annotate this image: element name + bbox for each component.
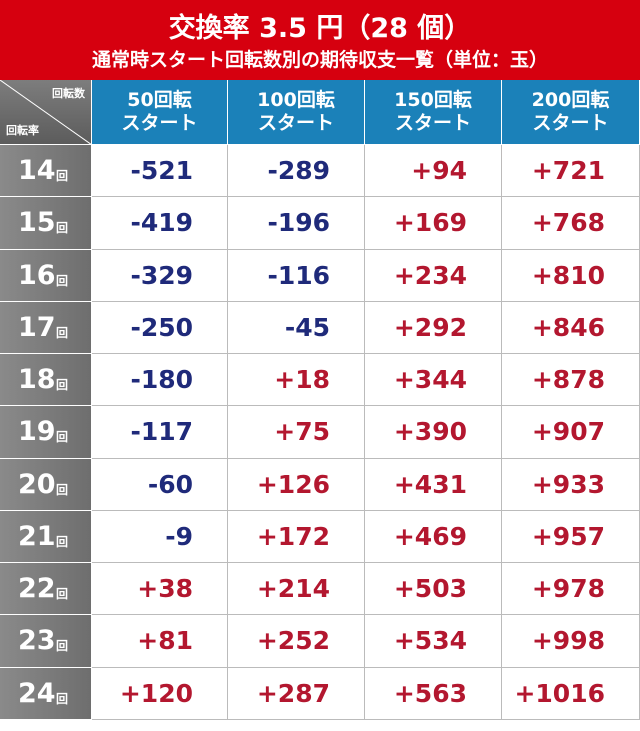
column-header-line: スタート: [532, 112, 609, 134]
value-cell: +768: [502, 197, 640, 250]
value-cell: +120: [92, 667, 228, 720]
value-cell: +292: [365, 301, 502, 355]
value-cell: +172: [228, 510, 365, 564]
value-cell: +878: [502, 354, 640, 407]
value-cell: -116: [228, 249, 365, 302]
row-number: 19: [18, 416, 56, 448]
row-unit: 回: [56, 587, 69, 602]
value-cell: +390: [365, 406, 502, 459]
column-header: 100回転 スタート: [228, 80, 365, 145]
row-unit: 回: [56, 534, 69, 549]
row-unit: 回: [56, 221, 69, 236]
corner-cell: 回転数回転率: [0, 80, 92, 145]
row-number: 15: [18, 207, 56, 239]
value-cell: +907: [502, 406, 640, 459]
column-header-line: 50回転: [127, 89, 192, 111]
column-header: 50回転 スタート: [92, 80, 228, 145]
value-cell: +998: [502, 615, 640, 668]
value-cell: -289: [228, 145, 365, 198]
value-cell: +126: [228, 458, 365, 511]
title-band: 交換率 3.5 円（28 個） 通常時スタート回転数別の期待収支一覧（単位：玉）: [0, 0, 640, 80]
corner-diagonal: [0, 80, 91, 144]
value-cell: -419: [92, 197, 228, 250]
row-header: 15 回: [0, 197, 92, 250]
table: 回転数 回転率 50回転 スタート 100回転 スタート 150回転 スタート 200回転 スター…: [0, 80, 640, 720]
value-cell: +252: [228, 615, 365, 668]
value-cell: +38: [92, 563, 228, 616]
row-header: 18 回: [0, 354, 92, 407]
value-cell: +933: [502, 458, 640, 511]
row-unit: 回: [56, 482, 69, 497]
row-unit: 回: [56, 169, 69, 183]
row-unit: 回: [56, 273, 69, 288]
row-header: 14 回: [0, 145, 92, 198]
value-cell: +810: [502, 249, 640, 302]
value-cell: -9: [92, 510, 228, 564]
row-header: 22 回: [0, 563, 92, 616]
column-header-line: スタート: [394, 112, 471, 134]
column-header: 200回転 スタート: [502, 80, 640, 145]
row-number: 17: [18, 311, 56, 343]
value-cell: -329: [92, 249, 228, 302]
value-cell: +563: [365, 667, 502, 720]
row-number: 22: [18, 573, 56, 605]
row-unit: 回: [56, 325, 69, 340]
value-cell: +534: [365, 615, 502, 668]
row-number: 20: [18, 468, 56, 500]
column-header-line: スタート: [121, 112, 198, 134]
value-cell: -45: [228, 301, 365, 355]
row-number: 23: [18, 625, 56, 657]
row-unit: 回: [56, 639, 69, 654]
column-header-line: 200回転: [531, 89, 610, 111]
row-unit: 回: [56, 378, 69, 393]
row-header: 24 回: [0, 667, 92, 720]
column-header: 150回転 スタート: [365, 80, 502, 145]
row-header: 23 回: [0, 615, 92, 668]
row-number: 21: [18, 520, 56, 552]
value-cell: +234: [365, 249, 502, 302]
value-cell: +469: [365, 510, 502, 564]
row-number: 24: [18, 677, 56, 709]
value-cell: +721: [502, 145, 640, 198]
value-cell: +344: [365, 354, 502, 407]
value-cell: +214: [228, 563, 365, 616]
value-cell: -250: [92, 301, 228, 355]
column-header-line: スタート: [257, 112, 334, 134]
value-cell: +75: [228, 406, 365, 459]
value-cell: +1016: [502, 667, 640, 720]
row-header: 17 回: [0, 301, 92, 355]
value-cell: +169: [365, 197, 502, 250]
value-cell: +431: [365, 458, 502, 511]
column-header-line: 150回転: [394, 89, 472, 111]
value-cell: +81: [92, 615, 228, 668]
value-cell: +18: [228, 354, 365, 407]
corner-top-label: 回転数: [52, 87, 85, 100]
value-cell: +846: [502, 301, 640, 355]
row-number: 14: [18, 155, 56, 186]
value-cell: -180: [92, 354, 228, 407]
row-header: 16 回: [0, 249, 92, 302]
value-cell: +94: [365, 145, 502, 198]
subtitle: 通常時スタート回転数別の期待収支一覧（単位：玉）: [91, 49, 548, 71]
row-number: 18: [18, 364, 56, 396]
value-cell: +503: [365, 563, 502, 616]
row-header: 20 回: [0, 458, 92, 511]
value-cell: -60: [92, 458, 228, 511]
row-number: 16: [18, 259, 56, 291]
row-header: 19 回: [0, 406, 92, 459]
row-unit: 回: [56, 691, 69, 706]
value-cell: -196: [228, 197, 365, 250]
row-header: 21 回: [0, 510, 92, 564]
value-cell: +978: [502, 563, 640, 616]
title: 交換率 3.5 円（28 個）: [168, 13, 472, 44]
value-cell: -521: [92, 145, 228, 198]
corner-bottom-label: 回転率: [6, 124, 39, 137]
row-unit: 回: [56, 430, 69, 445]
value-cell: +957: [502, 510, 640, 564]
value-cell: -117: [92, 406, 228, 459]
value-cell: +287: [228, 667, 365, 720]
column-header-line: 100回転: [257, 89, 335, 111]
